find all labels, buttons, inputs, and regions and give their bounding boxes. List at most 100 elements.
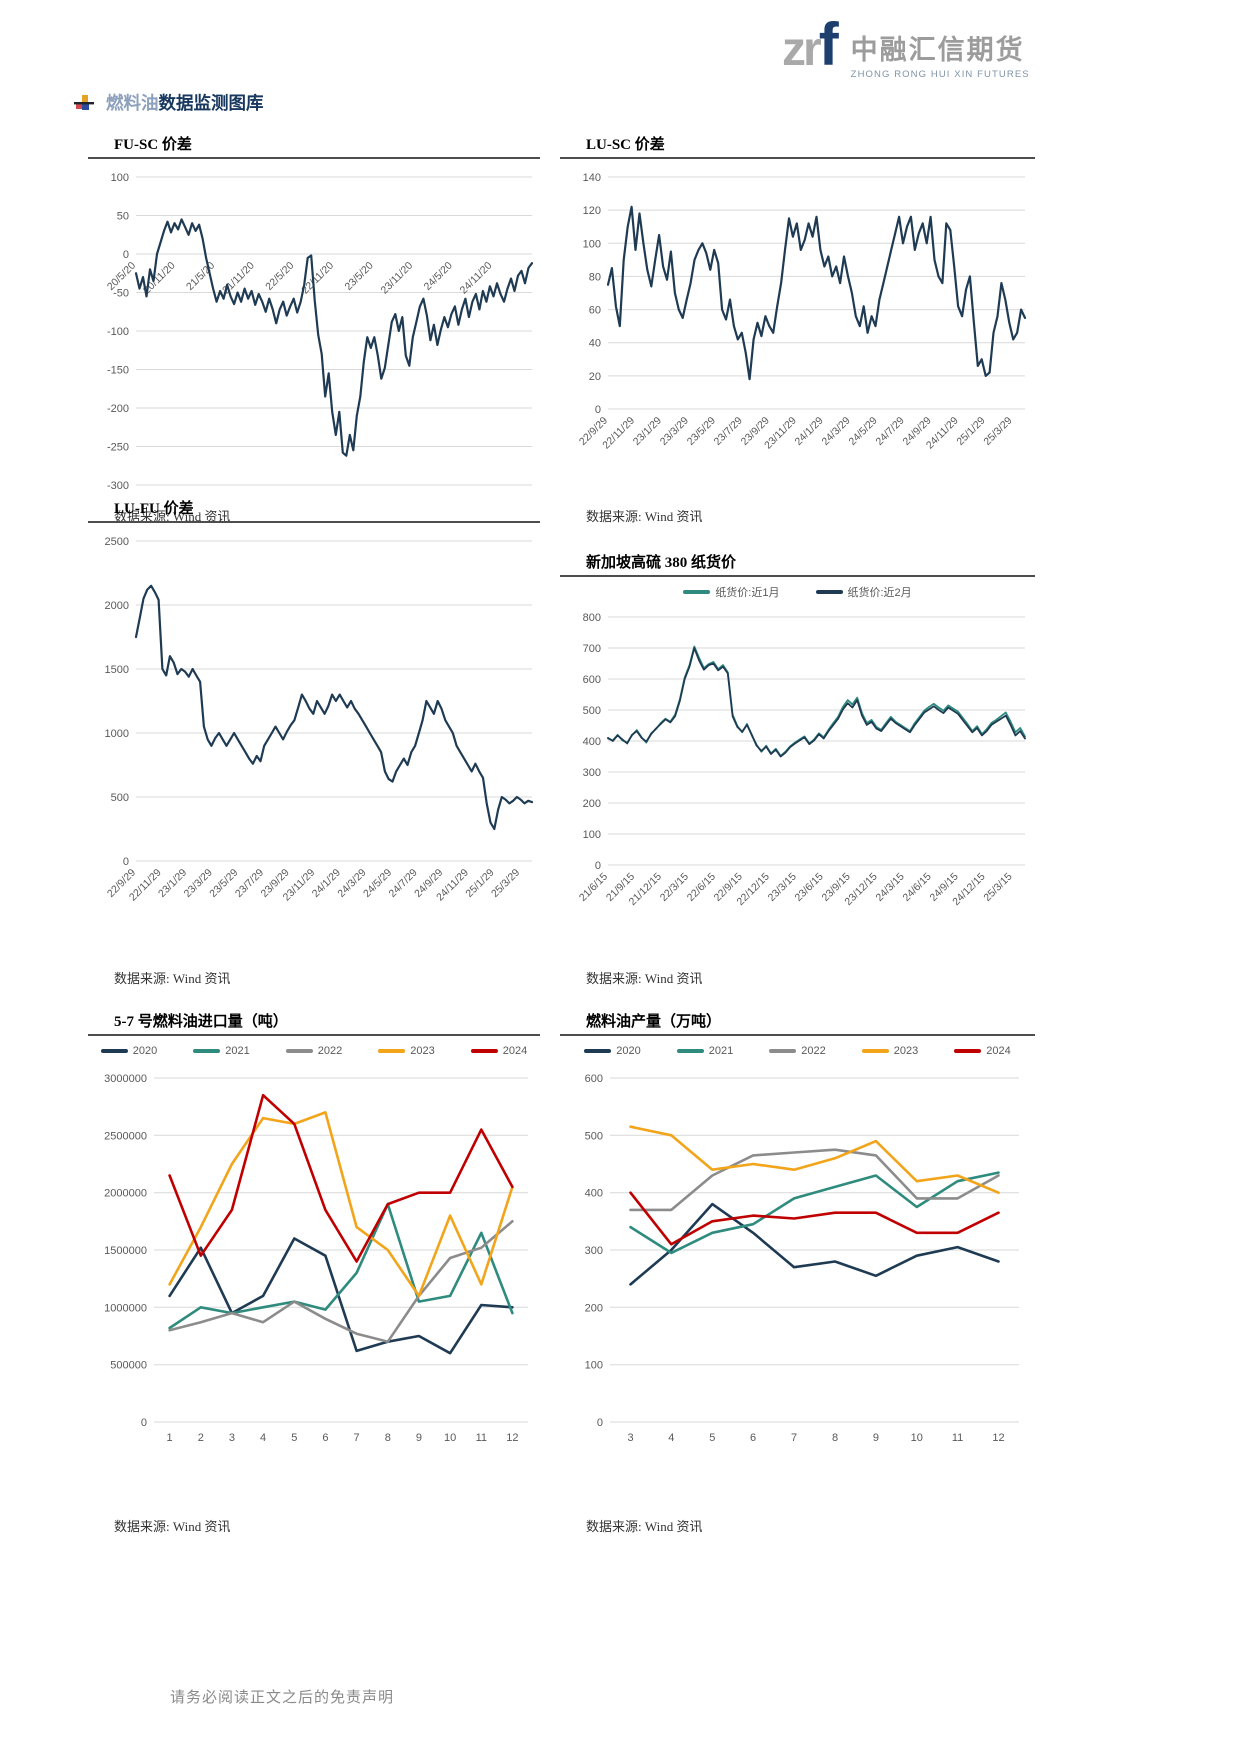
legend-swatch — [378, 1049, 406, 1053]
svg-text:0: 0 — [123, 249, 129, 261]
section-title-highlight: 燃料油 — [106, 93, 159, 113]
svg-text:0: 0 — [141, 1417, 147, 1429]
svg-text:2: 2 — [198, 1432, 204, 1444]
chart-legend: 纸货价:近1月 纸货价:近2月 — [560, 579, 1035, 605]
company-name-en: ZHONG RONG HUI XIN FUTURES — [850, 69, 1030, 80]
chart-title: LU-FU 价差 — [114, 501, 194, 517]
svg-text:40: 40 — [589, 338, 601, 350]
svg-text:2000000: 2000000 — [104, 1188, 147, 1200]
svg-text:60: 60 — [589, 305, 601, 317]
data-source: 数据来源: Wind 资讯 — [586, 971, 703, 986]
svg-text:12: 12 — [506, 1432, 518, 1444]
svg-text:800: 800 — [583, 612, 601, 624]
svg-text:24/1/29: 24/1/29 — [793, 415, 826, 448]
svg-text:200: 200 — [585, 1302, 603, 1314]
legend-item: 2022 — [285, 1045, 342, 1057]
svg-text:500000: 500000 — [110, 1360, 147, 1372]
legend-label: 2023 — [410, 1045, 435, 1057]
legend-item: 2020 — [584, 1045, 641, 1057]
svg-text:23/3/15: 23/3/15 — [766, 871, 799, 904]
svg-text:6: 6 — [750, 1432, 756, 1444]
legend-item: 2021 — [676, 1045, 734, 1057]
section-heading: 燃料油数据监测图库 — [74, 90, 264, 115]
chart-title: LU-SC 价差 — [586, 137, 665, 153]
svg-text:2000: 2000 — [105, 600, 129, 612]
svg-text:600: 600 — [585, 1073, 603, 1085]
svg-text:23/5/29: 23/5/29 — [685, 415, 718, 448]
legend-label: 2022 — [801, 1045, 826, 1057]
logo-zr-text: zr — [782, 23, 822, 76]
svg-text:25/3/15: 25/3/15 — [981, 871, 1014, 904]
svg-text:600: 600 — [583, 674, 601, 686]
svg-text:25/1/29: 25/1/29 — [954, 415, 987, 448]
svg-text:24/7/29: 24/7/29 — [873, 415, 906, 448]
svg-text:11: 11 — [476, 1432, 487, 1444]
svg-text:24/3/29: 24/3/29 — [820, 415, 853, 448]
svg-text:25/3/29: 25/3/29 — [981, 415, 1014, 448]
legend-swatch — [861, 1049, 889, 1053]
svg-text:22/5/20: 22/5/20 — [263, 260, 296, 293]
legend-swatch — [683, 590, 711, 594]
svg-text:50: 50 — [117, 211, 129, 223]
legend-item: 2024 — [954, 1045, 1011, 1057]
section-bullet-icon — [74, 93, 94, 113]
svg-text:1: 1 — [167, 1432, 173, 1444]
fuel-oil-imports-plot: 3000000 2500000 2000000 1500000 1000000 50000… — [88, 1064, 540, 1464]
svg-text:22/6/15: 22/6/15 — [685, 871, 718, 904]
legend-item: 2022 — [769, 1045, 826, 1057]
svg-text:5: 5 — [291, 1432, 297, 1444]
svg-text:9: 9 — [873, 1432, 879, 1444]
chart-lu-fu-spread: LU-FU 价差 2500 2000 1500 1000 500 0 22/9/29 22/1… — [88, 497, 540, 987]
svg-text:12: 12 — [992, 1432, 1004, 1444]
chart-title: 新加坡高硫 380 纸货价 — [586, 555, 737, 571]
legend-swatch — [100, 1049, 128, 1053]
svg-text:0: 0 — [123, 856, 129, 868]
legend-label: 2024 — [986, 1045, 1011, 1057]
svg-text:700: 700 — [583, 643, 601, 655]
svg-text:9: 9 — [416, 1432, 422, 1444]
disclaimer-footer: 请务必阅读正文之后的免责声明 — [170, 1690, 395, 1706]
svg-text:-250: -250 — [107, 442, 129, 454]
legend-swatch — [193, 1049, 221, 1053]
svg-text:100: 100 — [111, 172, 129, 184]
legend-item: 2020 — [100, 1045, 157, 1057]
company-logo: zrf 中融汇信期货 ZHONG RONG HUI XIN FUTURES — [782, 15, 1030, 81]
logo-text-block: 中融汇信期货 ZHONG RONG HUI XIN FUTURES — [851, 18, 1030, 80]
svg-text:3: 3 — [229, 1432, 235, 1444]
sgp-hsfo-plot: 800 700 600 500 400 300 200 100 0 21/6/15 21/9/15 2… — [560, 605, 1035, 955]
legend-label: 纸货价:近1月 — [715, 587, 780, 599]
svg-text:23/1/29: 23/1/29 — [631, 415, 664, 448]
svg-text:0: 0 — [595, 860, 601, 872]
svg-text:200: 200 — [583, 798, 601, 810]
legend-swatch — [676, 1049, 704, 1053]
svg-text:23/11/20: 23/11/20 — [378, 260, 415, 297]
section-title-rest: 数据监测图库 — [158, 93, 264, 113]
legend-item: 2023 — [378, 1045, 435, 1057]
chart-legend: 2020 2021 2022 2023 2024 — [560, 1038, 1035, 1064]
svg-text:400: 400 — [583, 736, 601, 748]
svg-text:3000000: 3000000 — [104, 1073, 147, 1085]
svg-text:4: 4 — [260, 1432, 266, 1444]
chart-title: FU-SC 价差 — [114, 137, 192, 153]
lu-sc-plot: 140 120 100 80 60 40 20 0 22/9/29 22/11/29 23/1/29… — [560, 161, 1035, 497]
legend-label: 2021 — [708, 1045, 734, 1057]
svg-text:0: 0 — [595, 404, 601, 416]
svg-text:8: 8 — [385, 1432, 391, 1444]
svg-text:-150: -150 — [107, 365, 129, 377]
logo-f-text: f — [818, 11, 839, 78]
svg-text:7: 7 — [354, 1432, 360, 1444]
data-source: 数据来源: Wind 资讯 — [586, 509, 703, 524]
svg-text:10: 10 — [444, 1432, 456, 1444]
chart-legend: 2020 2021 2022 2023 2024 — [88, 1038, 540, 1064]
svg-text:6: 6 — [322, 1432, 328, 1444]
legend-item: 2023 — [861, 1045, 918, 1057]
legend-item: 纸货价:近1月 — [683, 584, 780, 600]
legend-label: 2024 — [502, 1045, 528, 1057]
svg-text:300: 300 — [583, 767, 601, 779]
svg-text:0: 0 — [597, 1417, 603, 1429]
svg-text:4: 4 — [668, 1432, 674, 1444]
svg-text:24/5/20: 24/5/20 — [422, 260, 455, 293]
svg-text:100: 100 — [583, 238, 601, 250]
svg-text:20: 20 — [589, 371, 601, 383]
svg-text:21/6/15: 21/6/15 — [577, 871, 610, 904]
